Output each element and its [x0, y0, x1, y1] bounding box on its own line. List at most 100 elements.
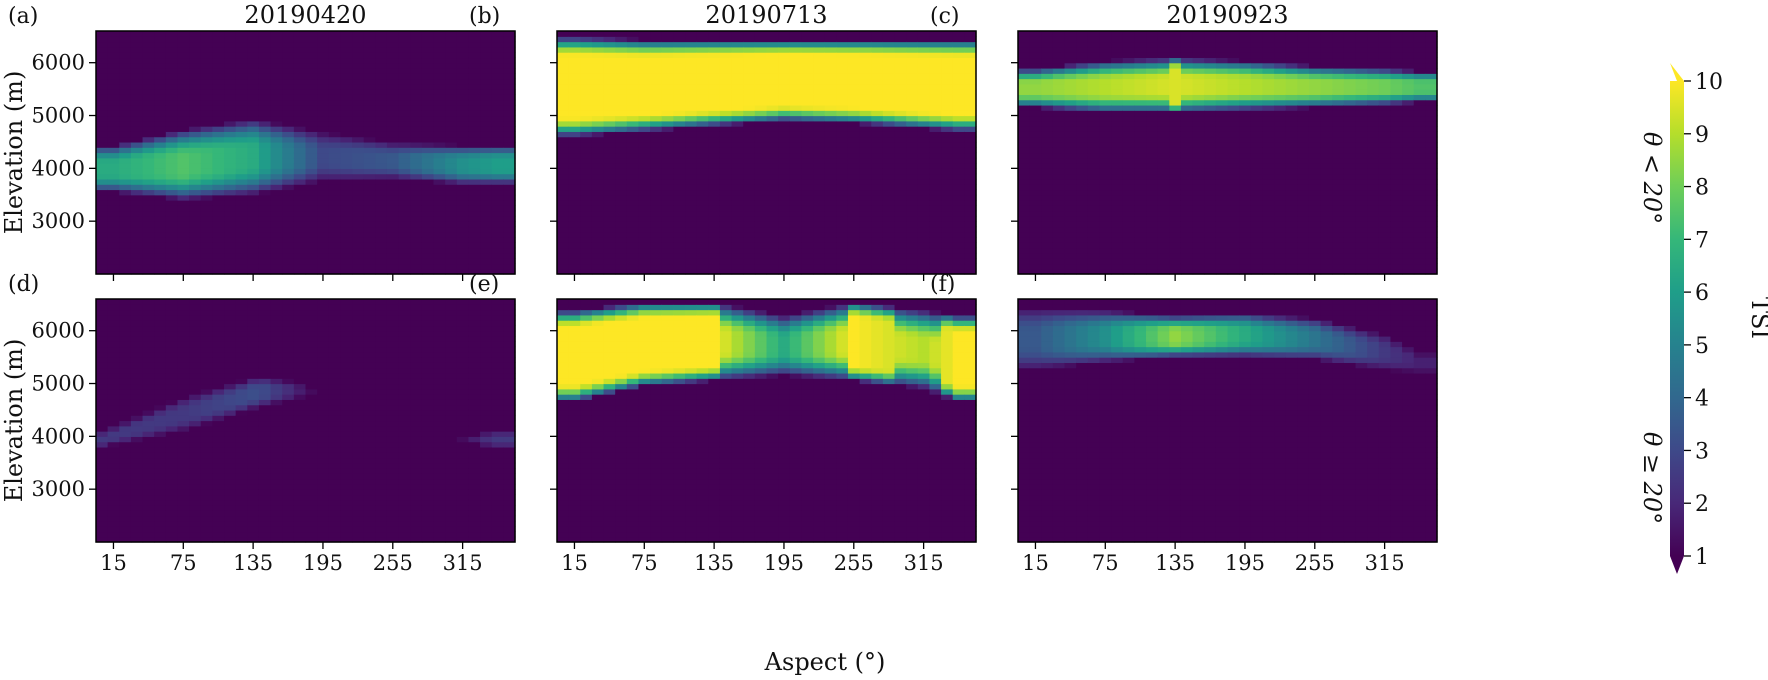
heatmap-cell [1076, 115, 1089, 122]
heatmap-cell [719, 67, 733, 74]
heatmap-cell [638, 231, 651, 238]
heatmap-cell [247, 104, 260, 111]
heatmap-cell [189, 215, 202, 222]
heatmap-cell [603, 163, 616, 169]
heatmap-cell [433, 83, 446, 90]
heatmap-cell [189, 173, 202, 180]
heatmap-cell [503, 163, 516, 169]
heatmap-cell [708, 226, 721, 233]
heatmap-cell [1204, 258, 1217, 265]
heatmap-cell [638, 31, 651, 37]
heatmap-cell [1367, 73, 1380, 80]
heatmap-cell [212, 178, 225, 185]
heatmap-cell [1192, 147, 1205, 154]
heatmap-cell [673, 78, 686, 85]
heatmap-cell [1239, 210, 1252, 217]
heatmap-cell [340, 120, 353, 127]
heatmap-cell [1262, 36, 1275, 43]
heatmap-cell [1180, 184, 1194, 191]
heatmap-cell [859, 173, 872, 180]
heatmap-cell [941, 120, 954, 127]
heatmap-cell [1343, 258, 1357, 265]
heatmap-cell [258, 62, 272, 69]
heatmap-cell [1076, 215, 1089, 222]
heatmap-cell [1111, 210, 1124, 217]
heatmap-cell [96, 46, 109, 53]
heatmap-cell [352, 115, 365, 122]
heatmap-cell [224, 157, 237, 164]
heatmap-cell [177, 178, 190, 185]
heatmap-cell [1087, 178, 1101, 185]
heatmap-cell [1367, 194, 1380, 201]
heatmap-cell [212, 131, 225, 138]
heatmap-cell [847, 62, 861, 69]
heatmap-cell [293, 73, 307, 80]
heatmap-cell [1111, 231, 1124, 238]
heatmap-cell [1413, 73, 1426, 80]
heatmap-cell [328, 231, 342, 238]
heatmap-cell [1390, 141, 1403, 148]
heatmap-cell [1262, 189, 1275, 196]
heatmap-cell [766, 99, 779, 106]
heatmap-cell [719, 94, 733, 101]
heatmap-cell [107, 141, 120, 148]
heatmap-cell [1052, 36, 1066, 43]
heatmap-cell [1099, 99, 1112, 106]
heatmap-cell [1367, 104, 1380, 111]
heatmap-cell [165, 120, 179, 127]
heatmap-cell [1099, 110, 1112, 117]
heatmap-cell [603, 104, 616, 111]
heatmap-cell [1041, 173, 1054, 180]
heatmap-cell [328, 242, 342, 249]
heatmap-cell [615, 247, 628, 254]
heatmap-cell [433, 252, 446, 259]
heatmap-cell [941, 36, 954, 43]
heatmap-cell [1180, 147, 1194, 154]
heatmap-cell [107, 221, 120, 228]
heatmap-cell [615, 89, 628, 95]
heatmap-cell [1332, 131, 1345, 138]
heatmap-cell [952, 115, 965, 122]
heatmap-cell [421, 31, 435, 37]
heatmap-cell [789, 263, 803, 270]
heatmap-cell [557, 163, 570, 169]
heatmap-cell [1122, 231, 1135, 238]
heatmap-cell [1413, 178, 1426, 185]
heatmap-cell [626, 52, 640, 59]
heatmap-cell [882, 226, 896, 233]
heatmap-cell [340, 57, 353, 64]
heatmap-cell [1111, 120, 1124, 127]
heatmap-cell [1367, 99, 1380, 106]
heatmap-cell [165, 210, 179, 217]
heatmap-cell [142, 237, 155, 243]
heatmap-cell [398, 141, 411, 148]
heatmap-cell [557, 252, 570, 259]
heatmap-cell [1204, 147, 1217, 154]
heatmap-cell [363, 99, 376, 106]
heatmap-cell [1343, 237, 1357, 243]
heatmap-cell [468, 62, 481, 69]
heatmap-cell [894, 126, 907, 132]
heatmap-cell [130, 231, 144, 238]
heatmap-cell [1402, 231, 1415, 238]
heatmap-cell [743, 189, 756, 196]
heatmap-cell [1250, 126, 1264, 132]
heatmap-cell [1157, 131, 1170, 138]
heatmap-cell [1308, 237, 1322, 243]
heatmap-cell [661, 205, 674, 212]
heatmap-cell [1308, 104, 1322, 111]
heatmap-cell [568, 247, 581, 254]
heatmap-cell [685, 131, 698, 138]
heatmap-cell [363, 184, 376, 191]
heatmap-cell [603, 152, 616, 159]
heatmap-cell [813, 120, 826, 127]
heatmap-cell [1250, 41, 1264, 48]
heatmap-cell [789, 194, 803, 201]
heatmap-cell [468, 194, 481, 201]
heatmap-cell [743, 136, 756, 143]
heatmap-cell [1204, 178, 1217, 185]
heatmap-cell [580, 173, 593, 180]
heatmap-cell [270, 210, 283, 217]
heatmap-cell [1029, 89, 1042, 95]
heatmap-cell [685, 110, 698, 117]
